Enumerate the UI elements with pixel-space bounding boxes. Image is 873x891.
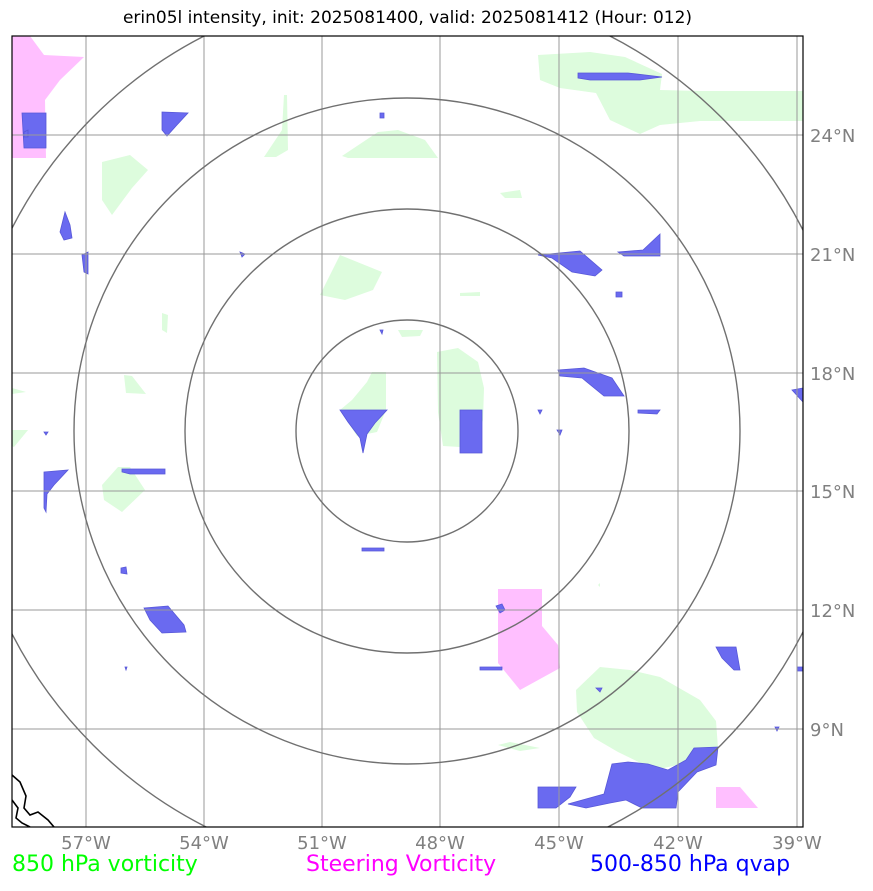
vorticity-850-layer [12, 52, 803, 770]
coastline [12, 774, 55, 827]
lat-tick-label: 9°N [810, 720, 844, 741]
lon-tick-label: 51°W [297, 833, 347, 854]
lat-tick-label: 21°N [810, 245, 855, 266]
range-ring-4 [12, 36, 803, 827]
legend-vorticity: 850 hPa vorticity [12, 852, 198, 877]
lon-tick-label: 45°W [534, 833, 584, 854]
lat-tick-label: 24°N [810, 126, 855, 147]
lon-tick-labels: 57°W 54°W 51°W 48°W 45°W 42°W 39°W [61, 833, 822, 854]
range-ring-3 [73, 97, 741, 765]
lon-tick-label: 57°W [61, 833, 111, 854]
legend-qvap: 500-850 hPa qvap [590, 852, 791, 877]
lon-tick-label: 39°W [772, 833, 822, 854]
map-title: erin05l intensity, init: 2025081400, val… [122, 8, 693, 28]
range-rings [12, 36, 803, 827]
range-ring-2 [184, 208, 630, 654]
qvap-layer [21, 72, 803, 809]
lon-tick-label: 54°W [179, 833, 229, 854]
lat-tick-label: 15°N [810, 482, 855, 503]
graticule [12, 36, 803, 827]
lon-tick-label: 48°W [415, 833, 465, 854]
map-area [12, 36, 803, 827]
range-ring-1 [295, 319, 519, 543]
lon-tick-label: 42°W [653, 833, 703, 854]
legend-steering-vorticity: Steering Vorticity [306, 852, 497, 877]
lat-tick-labels: 24°N 21°N 18°N 15°N 12°N 9°N [810, 126, 855, 741]
map-frame [11, 35, 804, 828]
lat-tick-label: 18°N [810, 364, 855, 385]
lat-tick-label: 12°N [810, 601, 855, 622]
